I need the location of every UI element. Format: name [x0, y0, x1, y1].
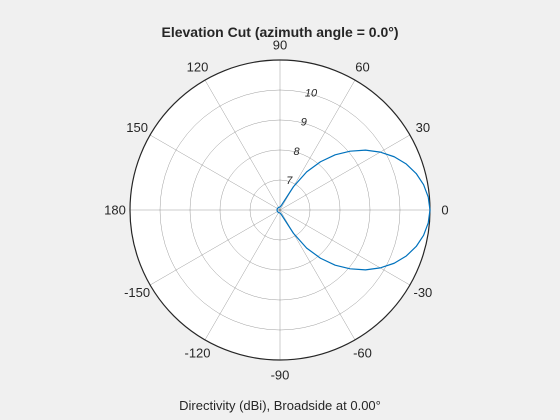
angular-grid-line--120 [204, 209, 281, 341]
radial-tick-label: 8 [293, 146, 300, 158]
angle-tick-label: 0 [441, 203, 448, 218]
angle-tick-label: 120 [187, 60, 209, 75]
angular-grid-line-150 [149, 134, 281, 211]
angle-tick-label: -120 [184, 345, 210, 360]
angular-grid-line-120 [204, 79, 281, 211]
chart-title: Elevation Cut (azimuth angle = 0.0°) [161, 24, 399, 40]
radial-tick-label: 10 [305, 88, 318, 100]
angular-grid-line-30 [279, 134, 411, 211]
angular-grid-line--150 [149, 209, 281, 286]
angle-tick-label: 60 [355, 60, 369, 75]
angle-tick-label: -150 [124, 285, 150, 300]
radial-tick-label: 7 [286, 175, 293, 187]
radial-grid-circle-8 [219, 149, 341, 271]
angle-tick-label: -60 [353, 345, 372, 360]
angle-tick-label: 30 [416, 120, 430, 135]
angle-tick-label: -30 [413, 285, 432, 300]
radial-tick-label: 9 [301, 117, 307, 129]
directivity-series-line [276, 149, 431, 271]
angle-tick-label: 90 [273, 38, 287, 53]
radial-grid-circle-7 [249, 179, 311, 241]
radial-grid-circle-9 [189, 119, 371, 301]
angle-tick-label: 180 [104, 203, 126, 218]
angle-tick-label: 150 [126, 120, 148, 135]
angular-grid-line--30 [279, 209, 411, 286]
radial-grid-circle-10 [159, 89, 401, 331]
chart-caption: Directivity (dBi), Broadside at 0.00° [179, 398, 381, 413]
angle-tick-label: -90 [271, 368, 290, 383]
